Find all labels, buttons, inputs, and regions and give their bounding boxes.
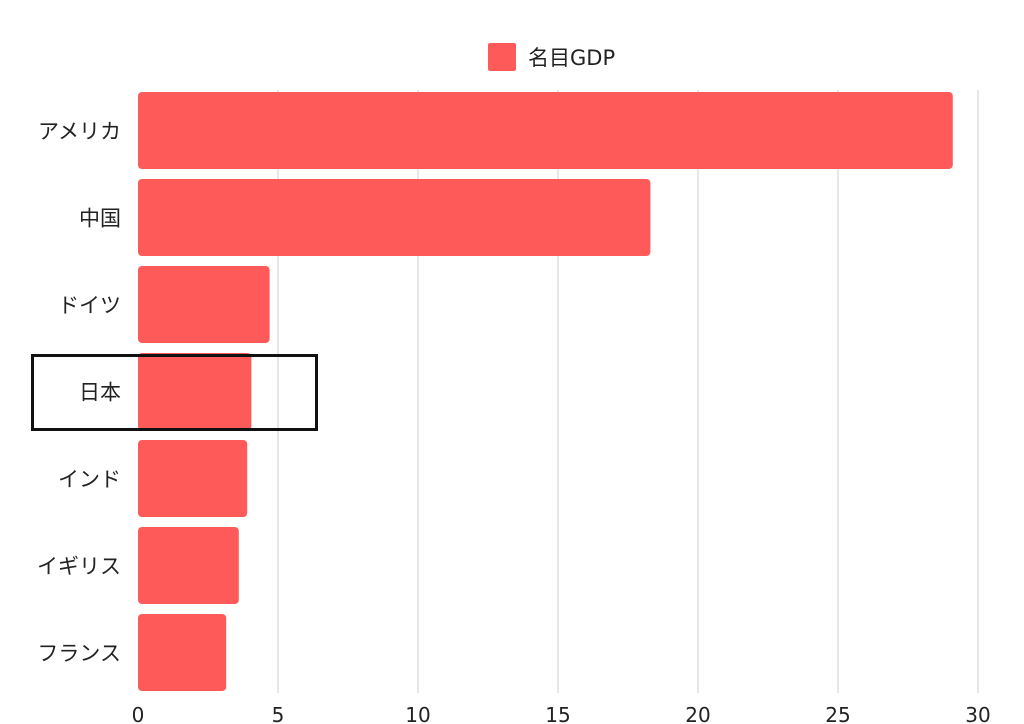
category-label: 中国 — [79, 207, 121, 231]
x-tick-label: 15 — [545, 703, 570, 724]
bar — [138, 353, 252, 430]
x-tick-label: 20 — [685, 703, 710, 724]
category-label: アメリカ — [38, 120, 121, 144]
x-tick-labels: 0 5 10 15 20 25 30 — [132, 703, 991, 724]
bars — [138, 92, 953, 691]
category-label: フランス — [37, 642, 121, 666]
bar — [138, 527, 239, 604]
category-label: インド — [58, 468, 121, 492]
legend-swatch — [488, 43, 516, 71]
legend-label: 名目GDP — [528, 46, 616, 70]
highlight-box-japan — [31, 354, 318, 431]
category-label: イギリス — [37, 555, 121, 579]
x-tick-label: 10 — [405, 703, 430, 724]
bar — [138, 92, 953, 169]
x-tick-label: 25 — [825, 703, 850, 724]
x-tick-label: 30 — [965, 703, 990, 724]
bar — [138, 614, 227, 691]
x-tick-label: 5 — [272, 703, 285, 724]
bar — [138, 266, 270, 343]
category-label: 日本 — [79, 381, 121, 405]
legend: 名目GDP — [488, 42, 615, 72]
category-label: ドイツ — [58, 294, 121, 318]
bar — [138, 440, 248, 517]
bar — [138, 179, 651, 256]
x-tick-label: 0 — [132, 703, 145, 724]
